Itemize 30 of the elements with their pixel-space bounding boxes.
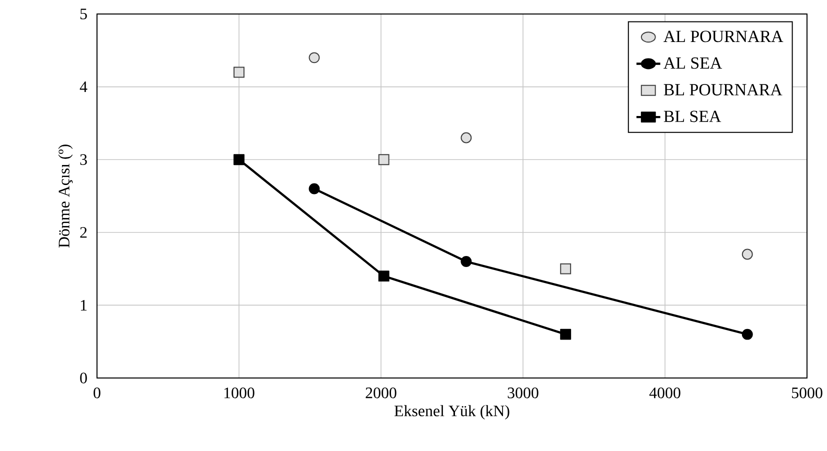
- x-tick-label: 2000: [366, 388, 396, 398]
- x-axis-title: Eksenel Yük (kN): [394, 405, 510, 420]
- point: [560, 328, 572, 340]
- x-tick-label: 4000: [649, 388, 680, 398]
- point: [308, 52, 320, 64]
- x-tick-label: 0: [94, 388, 100, 398]
- y-tick-label: 2: [80, 227, 87, 238]
- point: [742, 248, 753, 260]
- x-tick-label: 1000: [224, 388, 254, 398]
- point: [308, 183, 320, 194]
- point: [742, 328, 753, 340]
- legend-label: AL SEA: [664, 57, 722, 69]
- y-tick-label: 0: [80, 372, 87, 384]
- point: [378, 270, 390, 282]
- legend-label: BL POURNARA: [664, 84, 782, 96]
- point: [460, 132, 472, 144]
- y-tick-label: 1: [80, 300, 87, 310]
- y-tick-label: 5: [80, 8, 87, 20]
- y-tick-label: 3: [80, 154, 87, 165]
- x-tick-label: 3000: [508, 388, 538, 398]
- legend-label: BL SEA: [664, 110, 722, 122]
- point: [234, 66, 244, 78]
- point: [234, 154, 244, 166]
- x-tick-label: 5000: [792, 388, 822, 398]
- legend-label: AL POURNARA: [664, 30, 784, 42]
- y-tick-label: 4: [80, 82, 88, 92]
- point: [460, 256, 472, 267]
- point: [560, 263, 572, 274]
- y-axis-title: Dönme Açısı (º): [58, 144, 73, 248]
- point: [378, 154, 390, 166]
